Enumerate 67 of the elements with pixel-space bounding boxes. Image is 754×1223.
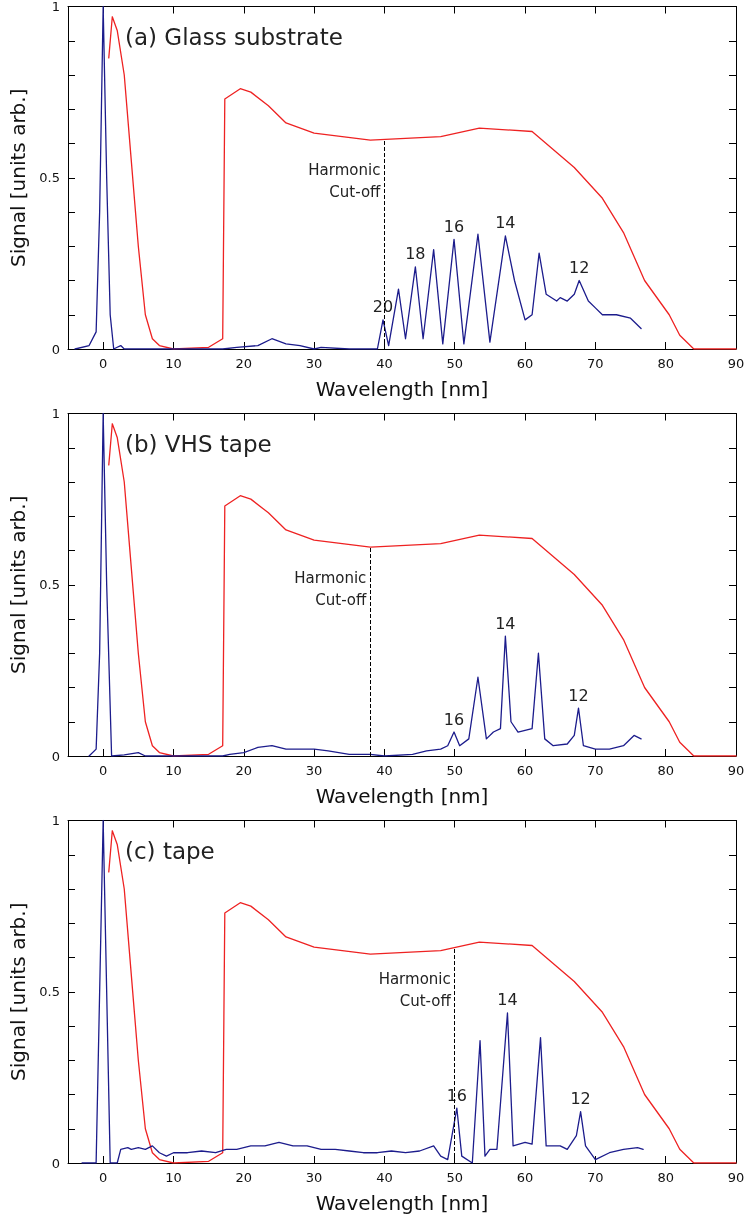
x-tick-label: 30 bbox=[305, 356, 323, 371]
x-tick-label: 10 bbox=[165, 356, 182, 371]
x-tick-label: 30 bbox=[305, 1170, 323, 1185]
x-tick-label: 70 bbox=[587, 763, 604, 778]
x-tick-label: 20 bbox=[235, 356, 253, 371]
x-tick-label: 60 bbox=[516, 763, 534, 778]
annotation: 12 bbox=[568, 685, 589, 705]
x-tick-label: 0 bbox=[99, 356, 108, 371]
x-tick-label: 10 bbox=[165, 1170, 182, 1185]
y-tick-label: 0 bbox=[51, 341, 60, 357]
x-tick-label: 50 bbox=[446, 356, 464, 371]
x-tick-label: 0 bbox=[99, 763, 108, 778]
x-tick-label: 70 bbox=[587, 356, 604, 371]
x-tick-label: 90 bbox=[727, 1170, 745, 1185]
y-tick-label: 1 bbox=[51, 0, 60, 14]
text: (c) tape bbox=[125, 837, 215, 864]
x-tick-label: 10 bbox=[165, 763, 182, 778]
y-tick-label: 0 bbox=[51, 748, 60, 764]
y-tick-label: 0 bbox=[51, 1155, 60, 1171]
y-axis-title: Signal [units arb.] bbox=[6, 88, 30, 267]
annotation: 12 bbox=[570, 1089, 591, 1109]
x-tick-label: 80 bbox=[657, 356, 674, 371]
x-tick-label: 60 bbox=[516, 356, 534, 371]
ref-line-label: Harmonic Cut-off bbox=[378, 969, 452, 1010]
text: (a) Glass substrate bbox=[125, 23, 343, 50]
y-tick-label: 0.5 bbox=[39, 984, 60, 1000]
ref-line-label: Harmonic Cut-off bbox=[308, 161, 382, 202]
annotation: 14 bbox=[497, 990, 518, 1010]
x-axis-title: Wavelength [nm] bbox=[315, 784, 489, 808]
x-tick-label: 80 bbox=[657, 763, 674, 778]
x-tick-label: 30 bbox=[305, 763, 323, 778]
line-series bbox=[108, 830, 737, 1164]
line-series bbox=[108, 423, 737, 757]
annotation: 16 bbox=[446, 1085, 468, 1105]
x-tick-label: 90 bbox=[727, 763, 745, 778]
x-tick-label: 40 bbox=[376, 763, 393, 778]
annotation: 16 bbox=[443, 216, 465, 236]
text: (b) VHS tape bbox=[125, 430, 272, 457]
x-tick-label: 70 bbox=[587, 1170, 604, 1185]
annotation: 18 bbox=[405, 244, 426, 264]
annotation: 12 bbox=[569, 258, 590, 277]
y-axis-title: Signal [units arb.] bbox=[6, 902, 30, 1081]
ref-line-label: Harmonic Cut-off bbox=[294, 569, 368, 610]
y-tick-label: 1 bbox=[51, 813, 60, 828]
x-axis-title: Wavelength [nm] bbox=[315, 1191, 489, 1215]
x-tick-label: 90 bbox=[727, 356, 745, 371]
x-tick-label: 60 bbox=[516, 1170, 534, 1185]
x-tick-label: 80 bbox=[657, 1170, 674, 1185]
x-tick-label: 20 bbox=[235, 763, 253, 778]
y-axis-title: Signal [units arb.] bbox=[6, 495, 30, 674]
line-series bbox=[81, 819, 644, 1164]
line-series bbox=[88, 412, 642, 757]
line-series bbox=[108, 16, 737, 350]
x-tick-label: 40 bbox=[376, 356, 393, 371]
annotation: 14 bbox=[495, 213, 516, 233]
x-tick-label: 40 bbox=[376, 1170, 393, 1185]
annotation: 16 bbox=[443, 709, 465, 729]
x-tick-label: 50 bbox=[446, 1170, 464, 1185]
annotation: 14 bbox=[495, 613, 516, 633]
y-tick-label: 0.5 bbox=[39, 577, 60, 593]
line-series bbox=[74, 5, 642, 350]
x-tick-label: 50 bbox=[446, 763, 464, 778]
x-tick-label: 0 bbox=[99, 1170, 108, 1185]
y-tick-label: 0.5 bbox=[39, 170, 60, 186]
y-tick-label: 1 bbox=[51, 406, 60, 421]
x-tick-label: 20 bbox=[235, 1170, 253, 1185]
x-axis-title: Wavelength [nm] bbox=[315, 377, 489, 401]
